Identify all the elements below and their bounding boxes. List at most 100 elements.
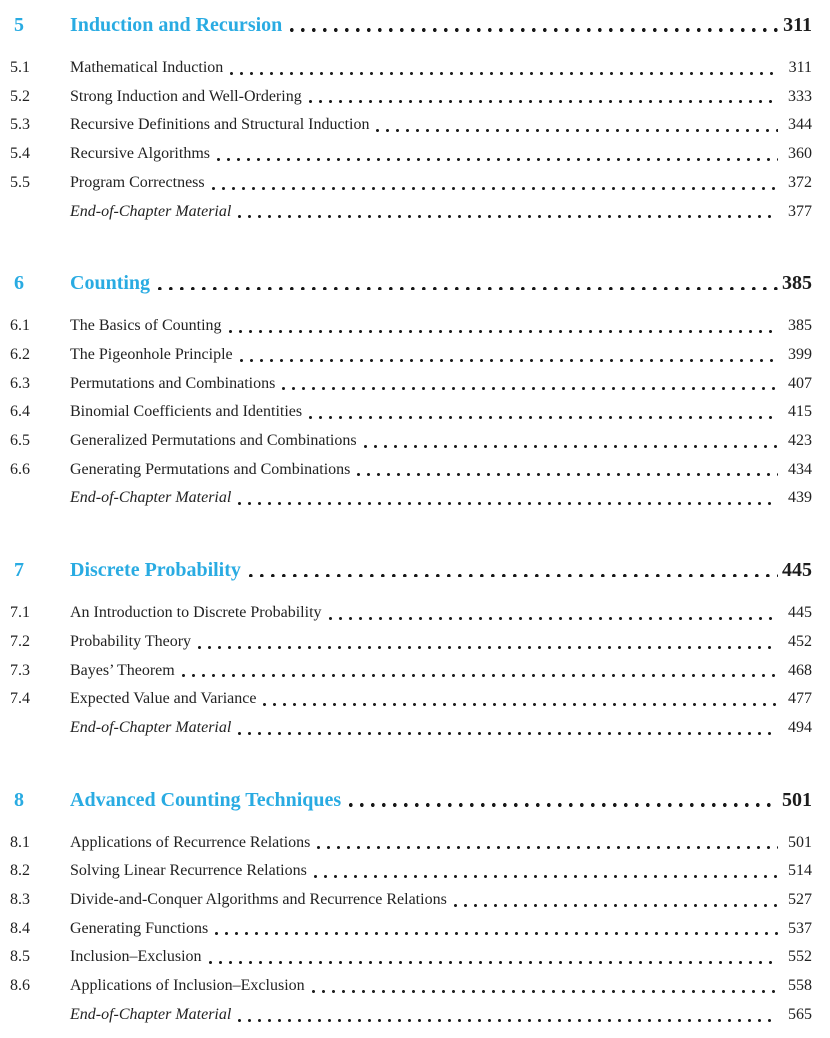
chapter-number: 6 <box>14 272 24 295</box>
section-list: 7.1 An Introduction to Discrete Probabil… <box>10 599 812 743</box>
leader-dots <box>290 28 778 32</box>
section-title: Recursive Definitions and Structural Ind… <box>70 116 370 134</box>
toc-entry-row[interactable]: 8.2 Solving Linear Recurrence Relations … <box>10 857 812 886</box>
leader-dots <box>376 129 778 133</box>
section-page-number: 501 <box>788 833 812 851</box>
section-page-number: 468 <box>788 661 812 679</box>
section-page-number: 360 <box>788 145 812 163</box>
toc-entry-row[interactable]: 6.3 Permutations and Combinations 407 <box>10 370 812 399</box>
toc-entry-row[interactable]: 6.4 Binomial Coefficients and Identities… <box>10 398 812 427</box>
section-page-number: 514 <box>788 862 812 880</box>
section-page-number: 434 <box>788 460 812 478</box>
toc-entry-row[interactable]: 5.2 Strong Induction and Well-Ordering 3… <box>10 83 812 112</box>
section-title: Mathematical Induction <box>70 59 224 76</box>
leader-dots <box>211 186 778 190</box>
chapter-page-number: 311 <box>783 14 812 36</box>
section-title: The Basics of Counting <box>70 317 222 335</box>
toc-entry-row[interactable]: 5.4 Recursive Algorithms 360 <box>10 140 812 169</box>
section-title: Generating Permutations and Combinations <box>70 460 351 478</box>
toc-entry-row[interactable]: 6.1 The Basics of Counting 385 <box>10 312 812 341</box>
section-page-number: 552 <box>788 948 812 966</box>
section-title: Solving Linear Recurrence Relations <box>70 862 307 880</box>
toc-entry-row[interactable]: 8.5 Inclusion–Exclusion 552 <box>10 943 812 972</box>
section-page-number: 415 <box>788 403 812 421</box>
chapter-heading-row[interactable]: 7 Discrete Probability 445 <box>10 557 812 583</box>
toc-entry-row[interactable]: 8.6 Applications of Inclusion–Exclusion … <box>10 972 812 1001</box>
section-page-number: 439 <box>788 489 812 507</box>
section-page-number: 494 <box>788 718 812 736</box>
section-number: 6.6 <box>10 460 30 478</box>
section-number: 5.5 <box>10 173 30 191</box>
toc-entry-row[interactable]: 6.5 Generalized Permutations and Combina… <box>10 427 812 456</box>
leader-dots <box>239 358 778 362</box>
leader-dots <box>282 387 778 391</box>
section-page-number: 407 <box>788 374 812 392</box>
toc-entry-row[interactable]: 7.3 Bayes’ Theorem 468 <box>10 657 812 686</box>
section-number: 8.3 <box>10 891 30 909</box>
chapter-page-number: 385 <box>782 272 812 295</box>
section-number: 5.3 <box>10 116 30 134</box>
toc-entry-row[interactable]: 5.5 Program Correctness 372 <box>10 169 812 198</box>
chapter-block: 6 Counting 385 6.1 The Basics of Countin… <box>10 270 812 513</box>
toc-entry-row[interactable]: 7.1 An Introduction to Discrete Probabil… <box>10 599 812 628</box>
toc-entry-row[interactable]: 6.2 The Pigeonhole Principle 399 <box>10 341 812 370</box>
section-page-number: 452 <box>788 632 812 650</box>
leader-dots <box>215 932 778 936</box>
leader-dots <box>238 502 778 506</box>
chapter-heading-row[interactable]: 5 Induction and Recursion 311 <box>10 12 812 38</box>
toc-entry-row[interactable]: End-of-Chapter Material 494 <box>10 714 812 743</box>
section-title: Permutations and Combinations <box>70 374 276 392</box>
section-page-number: 372 <box>788 173 812 191</box>
toc-entry-row[interactable]: End-of-Chapter Material 377 <box>10 198 812 227</box>
chapter-heading-row[interactable]: 8 Advanced Counting Techniques 501 <box>10 787 812 813</box>
leader-dots <box>238 731 778 735</box>
chapter-number: 7 <box>14 559 24 582</box>
section-number: 5.1 <box>10 59 30 76</box>
section-page-number: 423 <box>788 432 812 450</box>
toc-entry-row[interactable]: 5.1 Mathematical Induction 311 <box>10 54 812 83</box>
section-number: 7.2 <box>10 632 30 650</box>
section-number: 6.5 <box>10 432 30 450</box>
section-number: 5.4 <box>10 145 30 163</box>
toc-entry-row[interactable]: 8.4 Generating Functions 537 <box>10 915 812 944</box>
leader-dots <box>228 329 778 333</box>
toc-entry-row[interactable]: 6.6 Generating Permutations and Combinat… <box>10 456 812 485</box>
section-number: 8.6 <box>10 977 30 995</box>
section-page-number: 385 <box>788 317 812 335</box>
chapter-block: 5 Induction and Recursion 311 5.1 Mathem… <box>10 12 812 226</box>
leader-dots <box>453 903 778 907</box>
section-title: Divide-and-Conquer Algorithms and Recurr… <box>70 891 447 909</box>
section-page-number: 565 <box>788 1005 812 1023</box>
toc-entry-row[interactable]: 7.2 Probability Theory 452 <box>10 628 812 657</box>
section-number: 7.3 <box>10 661 30 679</box>
section-number: 6.1 <box>10 317 30 335</box>
chapter-block: 7 Discrete Probability 445 7.1 An Introd… <box>10 557 812 743</box>
leader-dots <box>216 157 778 161</box>
toc-entry-row[interactable]: 5.3 Recursive Definitions and Structural… <box>10 111 812 140</box>
chapter-title: Discrete Probability <box>70 559 241 582</box>
section-title: Generalized Permutations and Combination… <box>70 432 357 450</box>
leader-dots <box>309 416 778 420</box>
leader-dots <box>313 875 778 879</box>
section-page-number: 445 <box>788 604 812 622</box>
toc-entry-row[interactable]: End-of-Chapter Material 565 <box>10 1001 812 1030</box>
toc-entry-row[interactable]: End-of-Chapter Material 439 <box>10 484 812 513</box>
leader-dots <box>308 100 778 104</box>
chapter-heading-row[interactable]: 6 Counting 385 <box>10 270 812 296</box>
leader-dots <box>248 573 778 578</box>
leader-dots <box>311 989 778 993</box>
section-title: Bayes’ Theorem <box>70 661 175 679</box>
toc-entry-row[interactable]: 7.4 Expected Value and Variance 477 <box>10 685 812 714</box>
toc-entry-row[interactable]: 8.1 Applications of Recurrence Relations… <box>10 829 812 858</box>
section-title: Inclusion–Exclusion <box>70 948 202 966</box>
section-page-number: 344 <box>788 116 812 134</box>
section-number: 6.3 <box>10 374 30 392</box>
section-number: 7.1 <box>10 604 30 622</box>
section-page-number: 333 <box>788 87 812 105</box>
section-list: 6.1 The Basics of Counting 385 6.2 The P… <box>10 312 812 513</box>
chapter-number: 8 <box>14 788 24 811</box>
leader-dots <box>208 961 778 965</box>
leader-dots <box>349 803 778 807</box>
toc-entry-row[interactable]: 8.3 Divide-and-Conquer Algorithms and Re… <box>10 886 812 915</box>
section-page-number: 377 <box>788 202 812 220</box>
